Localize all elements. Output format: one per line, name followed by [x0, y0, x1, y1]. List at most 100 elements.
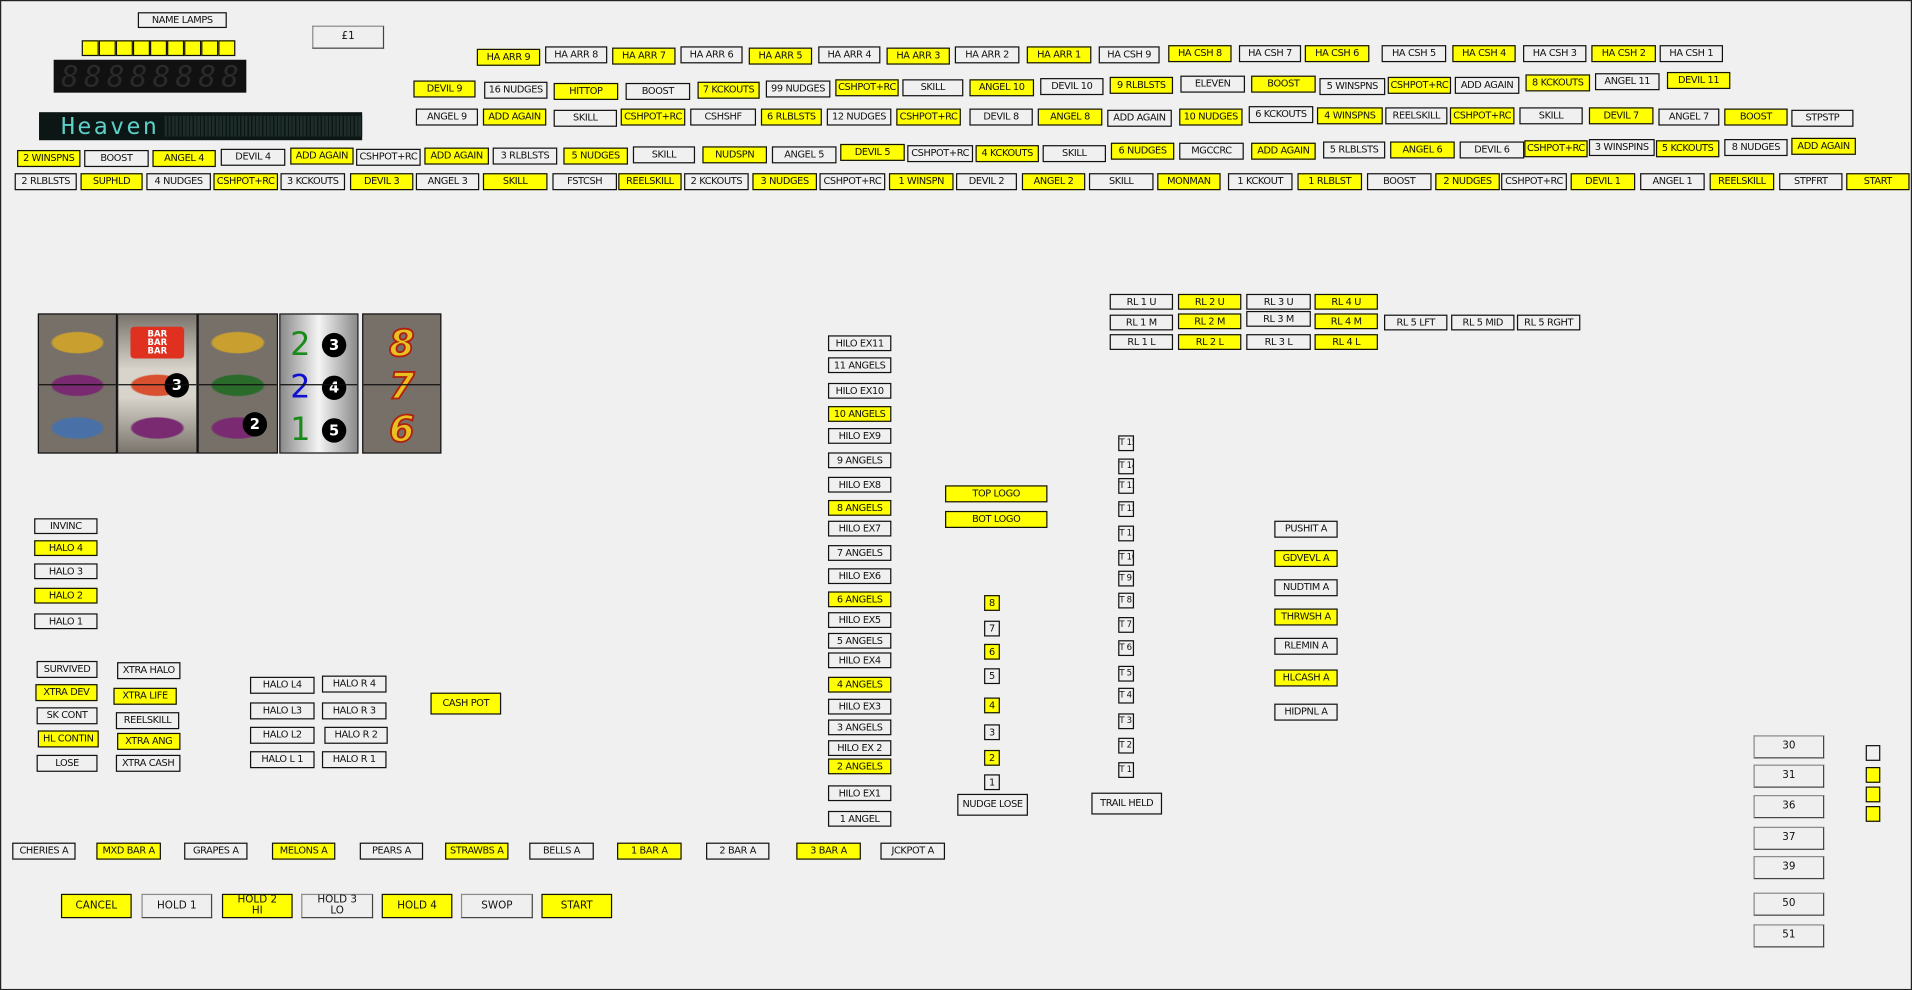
cshpot-rc-lamp[interactable]: CSHPOT+RC — [213, 173, 279, 191]
hl-contin-lamp[interactable]: HL CONTIN — [37, 730, 99, 748]
name-lamp-square[interactable] — [167, 40, 185, 57]
devil-11-lamp[interactable]: DEVIL 11 — [1666, 71, 1731, 90]
add-again-lamp[interactable]: ADD AGAIN — [1107, 109, 1172, 127]
ha-csh-9-lamp[interactable]: HA CSH 9 — [1098, 46, 1160, 64]
ha-csh-3-lamp[interactable]: HA CSH 3 — [1523, 45, 1587, 63]
cshpot-rc-lamp[interactable]: CSHPOT+RC — [1449, 107, 1515, 125]
7-kckouts-lamp[interactable]: 7 KCKOUTS — [697, 81, 760, 99]
halo-r-3-lamp[interactable]: HALO R 3 — [321, 702, 387, 720]
3-angels-lamp[interactable]: 3 ANGELS — [827, 719, 892, 736]
devil-4-lamp[interactable]: DEVIL 4 — [220, 148, 286, 166]
name-lamp-square[interactable] — [81, 40, 99, 57]
reelskill-lamp[interactable]: REELSKILL — [115, 712, 180, 730]
trail-t-7-lamp[interactable]: T 7 — [1118, 617, 1135, 633]
1-winspn-lamp[interactable]: 1 WINSPN — [888, 173, 954, 191]
hlcash-a-lamp[interactable]: HLCASH A — [1274, 669, 1338, 687]
cshpot-rc-lamp[interactable]: CSHPOT+RC — [620, 108, 686, 126]
add-again-lamp[interactable]: ADD AGAIN — [482, 108, 547, 126]
6-nudges-lamp[interactable]: 6 NUDGES — [1110, 142, 1175, 160]
9-rlblsts-lamp[interactable]: 9 RLBLSTS — [1109, 76, 1174, 94]
name-lamp-square[interactable] — [98, 40, 116, 57]
4-winspns-lamp[interactable]: 4 WINSPNS — [1316, 107, 1383, 125]
bot-logo-lamp[interactable]: BOT LOGO — [945, 510, 1048, 529]
button-50[interactable]: 50 — [1753, 892, 1825, 916]
suphld-lamp[interactable]: SUPHLD — [80, 173, 143, 191]
trail-t-15-lamp[interactable]: T 15 — [1118, 435, 1135, 452]
ha-arr-6-lamp[interactable]: HA ARR 6 — [680, 46, 743, 64]
skill-lamp[interactable]: SKILL — [482, 173, 548, 191]
cshpot-rc-lamp[interactable]: CSHPOT+RC — [1501, 173, 1567, 191]
angel-9-lamp[interactable]: ANGEL 9 — [415, 108, 479, 126]
trail-t-12-lamp[interactable]: T 12 — [1118, 501, 1135, 518]
ha-arr-1-lamp[interactable]: HA ARR 1 — [1026, 46, 1092, 64]
4-kckouts-lamp[interactable]: 4 KCKOUTS — [975, 145, 1039, 163]
xtra-life-lamp[interactable]: XTRA LIFE — [113, 687, 177, 705]
xtra-ang-lamp[interactable]: XTRA ANG — [117, 732, 181, 750]
angel-11-lamp[interactable]: ANGEL 11 — [1594, 73, 1660, 91]
trail-t-4-lamp[interactable]: T 4 — [1118, 687, 1135, 704]
devil-7-lamp[interactable]: DEVIL 7 — [1588, 107, 1654, 125]
3-rlblsts-lamp[interactable]: 3 RLBLSTS — [492, 147, 558, 165]
cshpot-rc-lamp[interactable]: CSHPOT+RC — [819, 173, 886, 191]
halo-r-2-lamp[interactable]: HALO R 2 — [324, 726, 388, 744]
ha-arr-2-lamp[interactable]: HA ARR 2 — [954, 46, 1020, 64]
bells-a-lamp[interactable]: BELLS A — [529, 842, 594, 860]
button-51[interactable]: 51 — [1753, 924, 1825, 948]
ha-csh-8-lamp[interactable]: HA CSH 8 — [1168, 45, 1232, 63]
side-lamp-square[interactable] — [1865, 745, 1881, 761]
swop-button[interactable]: SWOP — [460, 893, 533, 919]
boost-lamp[interactable]: BOOST — [625, 82, 691, 100]
1-angel-lamp[interactable]: 1 ANGEL — [827, 810, 892, 827]
halo-l2-lamp[interactable]: HALO L2 — [249, 726, 315, 744]
top-logo-lamp[interactable]: TOP LOGO — [945, 485, 1048, 503]
grapes-a-lamp[interactable]: GRAPES A — [184, 842, 248, 860]
start-button[interactable]: START — [541, 893, 613, 919]
3-bar-a-lamp[interactable]: 3 BAR A — [796, 842, 861, 860]
lose-lamp[interactable]: LOSE — [36, 754, 98, 772]
rlemin-a-lamp[interactable]: RLEMIN A — [1274, 637, 1338, 655]
trail-t-9-lamp[interactable]: T 9 — [1118, 570, 1135, 587]
2-nudges-lamp[interactable]: 2 NUDGES — [1435, 173, 1500, 191]
trail-t-2-lamp[interactable]: T 2 — [1118, 737, 1135, 754]
6-kckouts-lamp[interactable]: 6 KCKOUTS — [1248, 106, 1314, 124]
cshpot-rc-lamp[interactable]: CSHPOT+RC — [356, 148, 421, 166]
nudge-5-lamp[interactable]: 5 — [984, 668, 1000, 685]
hilo-ex7-lamp[interactable]: HILO EX7 — [827, 520, 892, 537]
name-lamp-square[interactable] — [184, 40, 202, 57]
10-nudges-lamp[interactable]: 10 NUDGES — [1179, 108, 1243, 126]
button-37[interactable]: 37 — [1753, 826, 1825, 850]
10-angels-lamp[interactable]: 10 ANGELS — [827, 406, 892, 422]
1-bar-a-lamp[interactable]: 1 BAR A — [617, 842, 682, 860]
trail-t-5-lamp[interactable]: T 5 — [1118, 665, 1135, 682]
add-again-lamp[interactable]: ADD AGAIN — [1791, 137, 1856, 155]
ha-csh-5-lamp[interactable]: HA CSH 5 — [1381, 45, 1447, 63]
nudspn-lamp[interactable]: NUDSPN — [702, 146, 768, 164]
3-nudges-lamp[interactable]: 3 NUDGES — [752, 173, 817, 191]
16-nudges-lamp[interactable]: 16 NUDGES — [484, 81, 548, 99]
rl-4-l-lamp[interactable]: RL 4 L — [1314, 334, 1378, 350]
rl-1-m-lamp[interactable]: RL 1 M — [1109, 314, 1174, 331]
trail-t-1-lamp[interactable]: T 1 — [1118, 762, 1135, 778]
rl-3-u-lamp[interactable]: RL 3 U — [1246, 293, 1311, 310]
invinc-lamp[interactable]: INVINC — [34, 518, 98, 535]
nudtim-a-lamp[interactable]: NUDTIM A — [1274, 579, 1338, 597]
hilo-ex8-lamp[interactable]: HILO EX8 — [827, 476, 892, 493]
hilo-ex-2-lamp[interactable]: HILO EX 2 — [827, 740, 892, 757]
hilo-ex5-lamp[interactable]: HILO EX5 — [827, 612, 892, 628]
rl-2-u-lamp[interactable]: RL 2 U — [1177, 293, 1242, 310]
hilo-ex3-lamp[interactable]: HILO EX3 — [827, 698, 892, 715]
survived-lamp[interactable]: SURVIVED — [36, 660, 98, 678]
1-kckout-lamp[interactable]: 1 KCKOUT — [1227, 173, 1293, 191]
99-nudges-lamp[interactable]: 99 NUDGES — [765, 80, 831, 98]
reelskill-lamp[interactable]: REELSKILL — [1385, 107, 1448, 125]
button-39[interactable]: 39 — [1753, 856, 1825, 880]
nudge-8-lamp[interactable]: 8 — [984, 595, 1000, 611]
devil-3-lamp[interactable]: DEVIL 3 — [349, 173, 414, 191]
fstcsh-lamp[interactable]: FSTCSH — [552, 173, 618, 191]
angel-6-lamp[interactable]: ANGEL 6 — [1390, 141, 1455, 159]
halo-l4-lamp[interactable]: HALO L4 — [249, 676, 315, 694]
hilo-ex10-lamp[interactable]: HILO EX10 — [827, 382, 892, 399]
mxd-bar-a-lamp[interactable]: MXD BAR A — [96, 842, 161, 860]
gdvevl-a-lamp[interactable]: GDVEVL A — [1274, 549, 1338, 568]
devil-9-lamp[interactable]: DEVIL 9 — [413, 80, 476, 98]
